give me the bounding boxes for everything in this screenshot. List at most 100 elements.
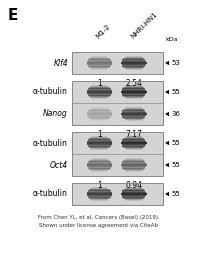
Bar [72,81,163,103]
Text: 1: 1 [97,181,102,190]
Bar [122,115,146,116]
Bar [87,166,112,167]
Bar [90,108,108,110]
Bar [125,147,143,149]
Bar [88,65,111,67]
Bar [122,111,145,112]
Bar [121,62,147,63]
Bar [90,137,108,139]
Bar [121,142,147,143]
Bar [122,112,146,113]
Bar [121,63,147,64]
Bar [72,81,163,125]
Bar [121,164,147,165]
Bar [88,196,111,198]
Bar [125,188,143,190]
Bar [122,196,145,198]
Bar [122,140,145,141]
Bar [89,109,110,111]
Bar [126,148,142,150]
Bar [121,114,147,115]
Text: 0.94: 0.94 [125,181,142,190]
Bar [87,64,112,65]
Bar [122,145,145,146]
Bar [124,146,144,148]
Bar [92,158,107,160]
Bar [92,187,107,189]
Bar [122,167,145,168]
Bar [92,97,107,99]
Bar [72,183,163,205]
Bar [87,164,112,165]
Bar [92,56,107,58]
Text: 7.17: 7.17 [125,130,142,139]
Bar [121,193,147,194]
Bar [90,86,108,88]
Bar [90,67,108,69]
Bar [121,113,147,114]
Bar [124,189,144,191]
Text: From Chen YL, et al. Cancers (Basel) (2019).: From Chen YL, et al. Cancers (Basel) (20… [38,215,159,220]
Bar [126,97,142,99]
Text: Nanog: Nanog [43,110,68,119]
Bar [122,191,146,193]
Text: E: E [8,8,18,23]
Bar [122,59,145,61]
Bar [122,116,145,118]
Bar [87,163,112,164]
Bar [87,63,112,64]
Bar [90,198,108,200]
Bar [124,109,144,111]
Bar [121,194,147,195]
Bar [92,85,107,87]
Bar [122,162,145,163]
Bar [126,170,142,172]
Bar [125,118,143,120]
Bar [88,190,111,192]
Bar [122,94,145,95]
Bar [88,145,111,146]
Bar [87,113,112,114]
Text: NHRI-HN1: NHRI-HN1 [130,11,158,40]
Bar [87,115,112,116]
Bar [92,136,107,138]
Bar [126,119,142,121]
Text: 55: 55 [171,140,180,146]
Bar [124,197,144,199]
Bar [72,154,163,176]
Bar [72,103,163,125]
Bar [126,136,142,138]
Bar [126,199,142,201]
Bar [122,89,145,90]
Bar [122,90,146,91]
Bar [89,66,110,68]
Bar [90,147,108,149]
Bar [124,95,144,97]
Text: 1: 1 [97,130,102,139]
Bar [90,159,108,161]
Bar [89,95,110,97]
Bar [90,169,108,171]
Bar [122,190,145,192]
Polygon shape [165,61,169,65]
Bar [92,68,107,70]
Bar [125,57,143,59]
Polygon shape [165,163,169,167]
Bar [126,56,142,58]
Bar [126,107,142,109]
Bar [90,188,108,190]
Bar [87,90,112,91]
Bar [122,163,146,164]
Bar [122,141,146,142]
Bar [122,61,146,62]
Polygon shape [165,141,169,145]
Bar [87,62,112,63]
Bar [90,96,108,98]
Bar [122,144,146,145]
Text: 55: 55 [171,191,180,197]
Bar [87,165,112,166]
Bar [124,66,144,68]
Polygon shape [165,192,169,196]
Bar [124,87,144,89]
Bar [122,166,146,167]
